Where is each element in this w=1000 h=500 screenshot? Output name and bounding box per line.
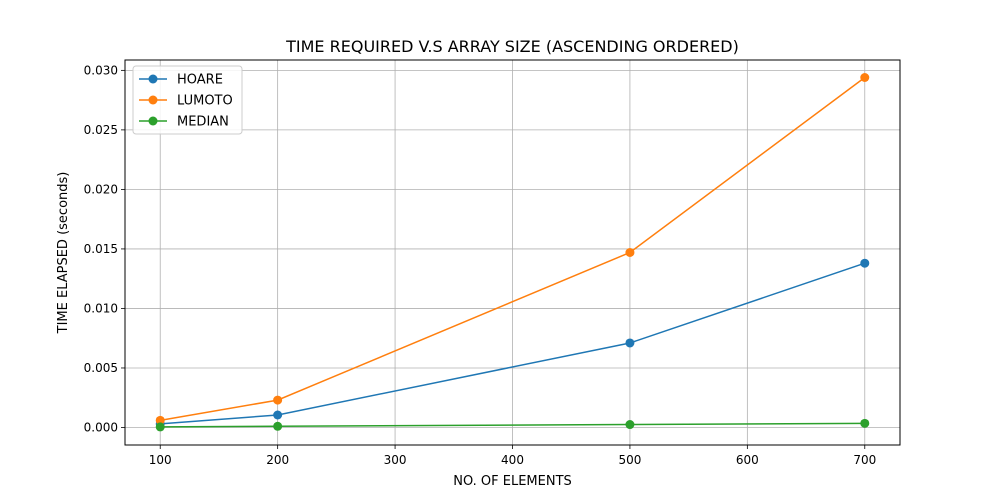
axis-ticks: 100 200 300 400 500 600 700 0.000 0.005 0.010 0.01… bbox=[84, 63, 877, 467]
y-tick-label: 0.020 bbox=[84, 182, 118, 196]
data-point bbox=[273, 410, 283, 420]
legend-marker bbox=[148, 74, 158, 84]
series-median bbox=[155, 418, 870, 432]
x-tick-label: 300 bbox=[384, 453, 407, 467]
x-tick-label: 600 bbox=[736, 453, 759, 467]
x-tick-label: 200 bbox=[266, 453, 289, 467]
y-tick-label: 0.010 bbox=[84, 301, 118, 315]
data-point bbox=[625, 338, 635, 348]
data-point bbox=[625, 420, 635, 430]
legend-entry: LUMOTO bbox=[139, 94, 233, 109]
x-tick-label: 500 bbox=[618, 453, 641, 467]
legend: HOARE LUMOTO MEDIAN bbox=[132, 65, 243, 135]
legend-box bbox=[132, 65, 243, 135]
data-point bbox=[273, 421, 283, 431]
series-line bbox=[160, 76, 866, 422]
y-tick-label: 0.025 bbox=[84, 123, 118, 137]
data-point bbox=[860, 258, 870, 268]
legend-marker bbox=[148, 116, 158, 126]
legend-entry: HOARE bbox=[139, 73, 223, 88]
series-line bbox=[160, 262, 866, 425]
legend-label: LUMOTO bbox=[177, 94, 233, 109]
series-lumoto bbox=[155, 73, 870, 425]
y-tick-label: 0.000 bbox=[84, 421, 118, 435]
legend-label: HOARE bbox=[177, 73, 223, 88]
data-point bbox=[273, 395, 283, 405]
y-tick-label: 0.015 bbox=[84, 242, 118, 256]
data-point bbox=[155, 422, 165, 432]
data-point bbox=[625, 248, 635, 257]
legend-marker bbox=[148, 95, 158, 105]
x-tick-label: 400 bbox=[501, 453, 524, 467]
series-line bbox=[160, 422, 865, 428]
chart-title: TIME REQUIRED V.S ARRAY SIZE (ASCENDING … bbox=[285, 37, 739, 56]
legend-label: MEDIAN bbox=[177, 115, 229, 130]
series-layer bbox=[155, 73, 870, 432]
data-point bbox=[860, 418, 870, 428]
x-tick-label: 100 bbox=[149, 453, 172, 467]
y-tick-label: 0.030 bbox=[84, 63, 118, 77]
x-axis-label: NO. OF ELEMENTS bbox=[453, 474, 572, 489]
grid-lines bbox=[125, 60, 900, 445]
y-tick-label: 0.005 bbox=[84, 361, 118, 375]
data-point bbox=[155, 415, 165, 425]
legend-entry: MEDIAN bbox=[139, 115, 229, 130]
y-axis-label: TIME ELAPSED (seconds) bbox=[56, 172, 71, 335]
data-point bbox=[860, 73, 870, 82]
x-tick-label: 700 bbox=[853, 453, 876, 467]
